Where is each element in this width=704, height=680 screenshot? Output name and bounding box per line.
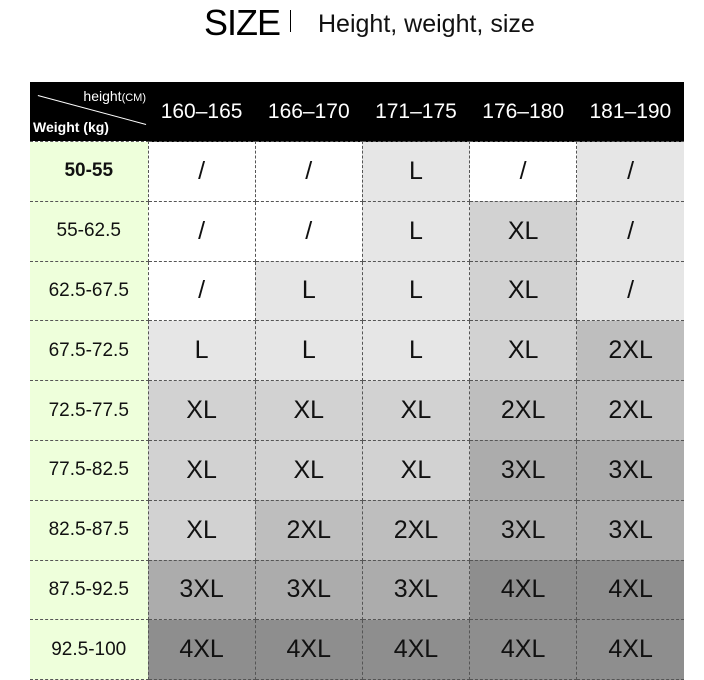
weight-cell: 50-55 [30, 141, 149, 202]
size-cell: 3XL [361, 559, 471, 621]
weight-cell: 87.5-92.5 [30, 559, 149, 621]
size-cell: XL [469, 200, 578, 262]
size-cell: 2XL [254, 499, 363, 561]
size-cell: / [576, 141, 684, 202]
table-row: 87.5-92.5 3XL 3XL 3XL 4XL 4XL [30, 559, 684, 621]
table-row: 62.5-67.5/L L XL / [30, 260, 684, 322]
size-table: height(CM) Weight (kg) 160–165 166–170 171… [30, 82, 684, 680]
height-label: height [83, 88, 122, 104]
table-row: 82.5-87.5 XL 2XL 2XL 3XL 3XL [30, 499, 684, 561]
size-cell: 4XL [254, 619, 363, 680]
size-cell: 3XL [147, 559, 256, 621]
title-divider [290, 10, 291, 32]
size-cell: XL [254, 380, 363, 441]
size-cell: L [147, 320, 256, 382]
size-cell: 4XL [147, 619, 256, 680]
table-row: 67.5-72.5 L L L XL 2XL [30, 320, 684, 382]
height-header: 166–170 [255, 82, 363, 142]
size-cell: XL [147, 499, 256, 561]
title-size: SIZE [204, 2, 281, 43]
size-cell: 3XL [469, 499, 578, 561]
size-cell: XL [254, 439, 363, 501]
size-cell: 2XL [469, 380, 578, 441]
table-row: 77.5-82.5 XL XL XL 3XL 3XL [30, 439, 684, 501]
size-cell: XL [361, 439, 471, 501]
size-cell: 2XL [576, 320, 684, 382]
table-row: 55-62.5// L XL / [30, 200, 684, 262]
title-subtitle: Height, weight, size [318, 10, 535, 38]
size-cell: XL [147, 380, 256, 441]
size-cell: / [469, 141, 578, 202]
size-cell: XL [147, 439, 256, 501]
height-header: 171–175 [362, 82, 470, 142]
size-cell: / [147, 200, 256, 262]
height-axis-label: height(CM) [83, 88, 146, 104]
size-cell: XL [469, 260, 578, 322]
size-cell: / [147, 141, 256, 202]
size-cell: L [361, 141, 471, 202]
size-cell: L [361, 260, 471, 322]
weight-cell: 72.5-77.5 [30, 380, 149, 441]
table-row: 50-55// L / / [30, 141, 684, 202]
weight-cell: 77.5-82.5 [30, 439, 149, 501]
height-header: 181–190 [576, 82, 684, 142]
weight-cell: 82.5-87.5 [30, 499, 149, 561]
table-row: 72.5-77.5 XL XL XL 2XL 2XL [30, 380, 684, 441]
size-cell: XL [469, 320, 578, 382]
size-cell: L [254, 260, 363, 322]
size-cell: 4XL [576, 619, 684, 680]
height-header: 176–180 [469, 82, 577, 142]
size-cell: / [254, 141, 363, 202]
weight-cell: 92.5-100 [30, 619, 149, 680]
size-cell: 3XL [254, 559, 363, 621]
chart-title: SIZE Height, weight, size [0, 0, 704, 60]
table-row: 92.5-100 4XL 4XL 4XL 4XL 4XL [30, 619, 684, 680]
size-cell: 4XL [576, 559, 684, 621]
weight-cell: 67.5-72.5 [30, 320, 149, 382]
corner-header: height(CM) Weight (kg) [30, 82, 148, 142]
size-cell: 4XL [361, 619, 471, 680]
header-row: height(CM) Weight (kg) 160–165 166–170 171… [30, 82, 684, 142]
size-cell: / [254, 200, 363, 262]
size-cell: 2XL [361, 499, 471, 561]
size-cell: L [361, 200, 471, 262]
weight-axis-label: Weight (kg) [33, 119, 109, 135]
size-cell: XL [361, 380, 471, 441]
size-cell: L [254, 320, 363, 382]
size-cell: 2XL [576, 380, 684, 441]
height-header: 160–165 [148, 82, 256, 142]
size-cell: / [147, 260, 256, 322]
size-cell: 4XL [469, 559, 578, 621]
size-cell: / [576, 260, 684, 322]
size-cell: / [576, 200, 684, 262]
height-unit: (CM) [121, 92, 146, 104]
size-cell: 3XL [469, 439, 578, 501]
size-cell: L [361, 320, 471, 382]
weight-cell: 62.5-67.5 [30, 260, 149, 322]
size-cell: 3XL [576, 439, 684, 501]
size-cell: 3XL [576, 499, 684, 561]
size-cell: 4XL [469, 619, 578, 680]
weight-cell: 55-62.5 [30, 200, 149, 262]
